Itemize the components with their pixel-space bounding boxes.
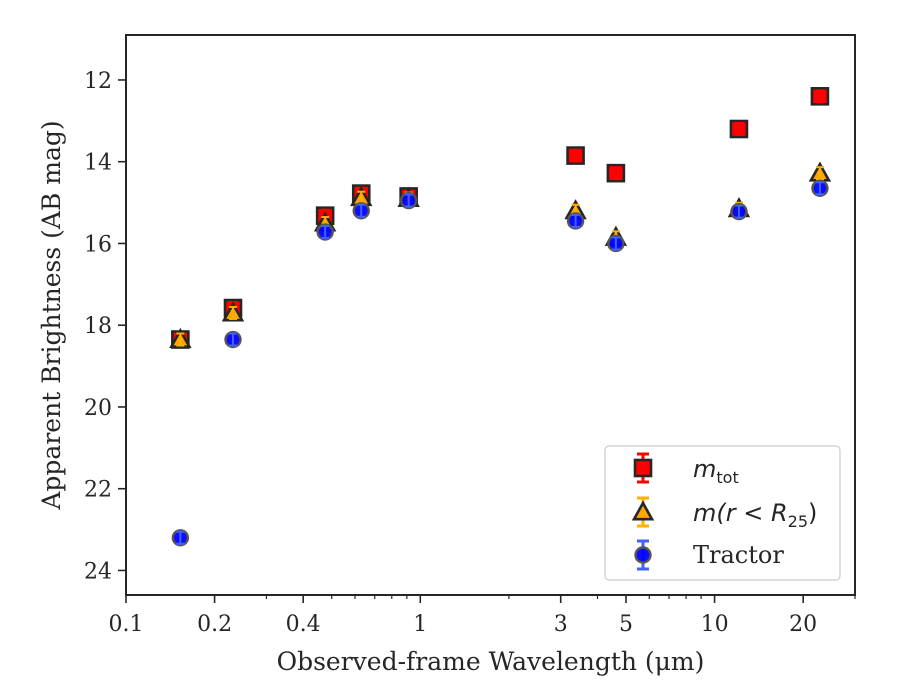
y-tick-label: 12 [84, 69, 112, 94]
plot-frame [125, 34, 856, 596]
x-tick-label: 0.4 [286, 612, 321, 637]
y-tick-label: 24 [84, 559, 112, 584]
legend-handles [631, 452, 655, 571]
data-points [169, 87, 832, 547]
y-tick-label: 14 [84, 151, 112, 176]
legend-mtot-main: m [693, 455, 716, 483]
series-2 [171, 179, 829, 547]
y-tick-label: 16 [84, 232, 112, 257]
legend: mtot m(r < R25) Tractor [604, 445, 841, 581]
y-tick-label: 18 [84, 314, 112, 339]
legend-label-tractor: Tractor [693, 541, 784, 569]
x-tick-label: 3 [554, 612, 568, 637]
legend-mr25-tail: ) [808, 499, 817, 527]
y-tick-label: 22 [84, 478, 112, 503]
legend-label-mr25: m(r < R25) [693, 499, 817, 531]
x-tick-label: 1 [413, 612, 427, 637]
y-axis-label: Apparent Brightness (AB mag) [37, 120, 66, 510]
x-tick-label: 0.1 [109, 612, 144, 637]
x-tick-label: 20 [789, 612, 817, 637]
legend-mr25-sub: 25 [788, 512, 808, 531]
y-ticks: 12 14 16 18 20 22 24 [84, 69, 126, 584]
x-tick-label: 10 [701, 612, 729, 637]
x-tick-label: 0.2 [197, 612, 232, 637]
legend-marker-square [633, 458, 653, 478]
legend-marker-triangle [631, 500, 655, 521]
legend-mtot-sub: tot [716, 468, 738, 487]
x-major-ticks: 0.1 0.2 0.4 1 3 5 10 20 [109, 595, 817, 637]
legend-marker-circle [634, 546, 652, 564]
legend-box [604, 445, 841, 581]
y-tick-label: 20 [84, 396, 112, 421]
legend-mr25-main: m(r < R [693, 499, 788, 527]
x-tick-label: 5 [619, 612, 633, 637]
legend-label-mtot: mtot [693, 455, 739, 487]
x-axis-label: Observed-frame Wavelength (μm) [277, 647, 705, 676]
